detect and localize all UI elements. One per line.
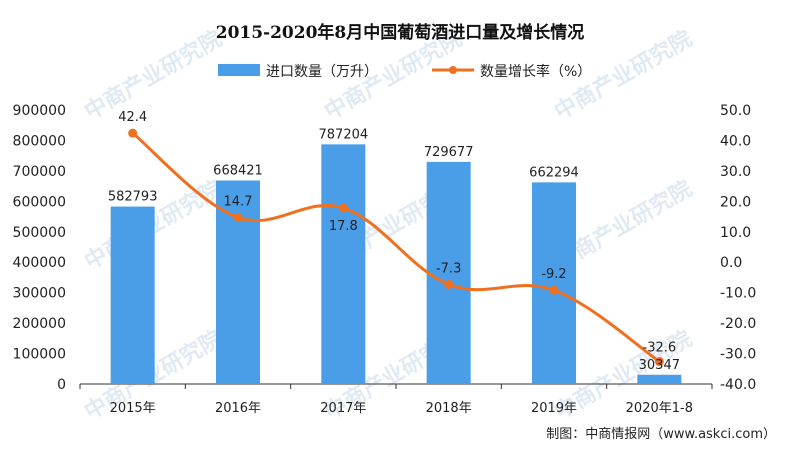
bar — [110, 206, 155, 384]
source-credit: 制图：中商情报网（www.askci.com） — [546, 427, 776, 442]
left-axis-tick-label: 800000 — [13, 133, 66, 149]
right-axis-tick-label: 50.0 — [720, 103, 751, 119]
bar — [637, 374, 682, 384]
right-axis-tick-label: -20.0 — [720, 316, 756, 332]
category-label: 2019年 — [531, 401, 577, 416]
right-axis-tick-label: 40.0 — [720, 133, 751, 149]
left-axis-tick-label: 0 — [57, 377, 66, 393]
left-axis-tick-label: 900000 — [13, 103, 66, 119]
left-axis-tick-label: 600000 — [13, 194, 66, 210]
right-axis-tick-label: -10.0 — [720, 286, 756, 302]
legend-line-marker — [449, 66, 457, 74]
bar-value-label: 582793 — [108, 190, 158, 205]
left-axis-tick-label: 500000 — [13, 225, 66, 241]
chart-title: 2015-2020年8月中国葡萄酒进口量及增长情况 — [216, 22, 585, 43]
rate-value-label: 42.4 — [118, 110, 147, 125]
bar — [532, 182, 576, 384]
growth-rate-point — [128, 128, 138, 138]
category-label: 2020年1-8 — [626, 401, 693, 416]
bar-value-label: 787204 — [319, 127, 369, 142]
left-axis-tick-label: 200000 — [13, 316, 66, 332]
right-axis-tick-label: 10.0 — [720, 225, 751, 241]
right-axis-tick-label: 0.0 — [720, 255, 742, 271]
bar-value-label: 729677 — [424, 145, 474, 160]
labels-group: 582793 668421 787204 729677 662294 30347 42.4 1… — [108, 110, 680, 373]
rate-value-label: 14.7 — [224, 194, 253, 209]
category-label: 2018年 — [426, 401, 472, 416]
right-axis-tick-label: 20.0 — [720, 194, 751, 210]
watermark-text: 中商产业研究院 — [80, 26, 226, 126]
growth-rate-point — [338, 203, 348, 213]
rate-value-label: 17.8 — [329, 219, 358, 234]
right-axis-tick-label: -40.0 — [720, 377, 756, 393]
growth-rate-point — [233, 212, 243, 222]
bars-group — [110, 144, 682, 384]
right-axis-tick-label: -30.0 — [720, 347, 756, 363]
legend-line-label: 数量增长率（%） — [480, 63, 591, 80]
legend-bar-label: 进口数量（万升） — [266, 64, 378, 80]
growth-rate-point — [444, 279, 454, 289]
bar-value-label: 662294 — [529, 165, 579, 180]
rate-value-label: -9.2 — [541, 267, 566, 282]
category-label: 2015年 — [110, 401, 156, 416]
bar-value-label: 668421 — [213, 164, 263, 179]
category-label: 2016年 — [215, 401, 261, 416]
right-axis-tick-label: 30.0 — [720, 164, 751, 180]
axes: 0 100000 200000 300000 400000 500000 600000 700… — [13, 103, 757, 416]
bar — [426, 161, 471, 384]
left-axis-tick-label: 100000 — [13, 347, 66, 363]
legend: 进口数量（万升） 数量增长率（%） — [218, 63, 591, 80]
growth-rate-point — [654, 356, 664, 366]
growth-rate-line — [131, 131, 661, 363]
rate-value-label: -7.3 — [436, 261, 461, 276]
growth-rate-point — [549, 285, 559, 295]
legend-bar-swatch — [218, 64, 260, 76]
bar-value-label: 30347 — [639, 358, 680, 373]
left-axis-tick-label: 400000 — [13, 255, 66, 271]
line-group — [128, 128, 664, 366]
bar — [321, 144, 366, 384]
rate-value-label: -32.6 — [643, 340, 677, 355]
left-axis-tick-label: 700000 — [13, 164, 66, 180]
category-label: 2017年 — [320, 401, 366, 416]
left-axis-tick-label: 300000 — [13, 286, 66, 302]
